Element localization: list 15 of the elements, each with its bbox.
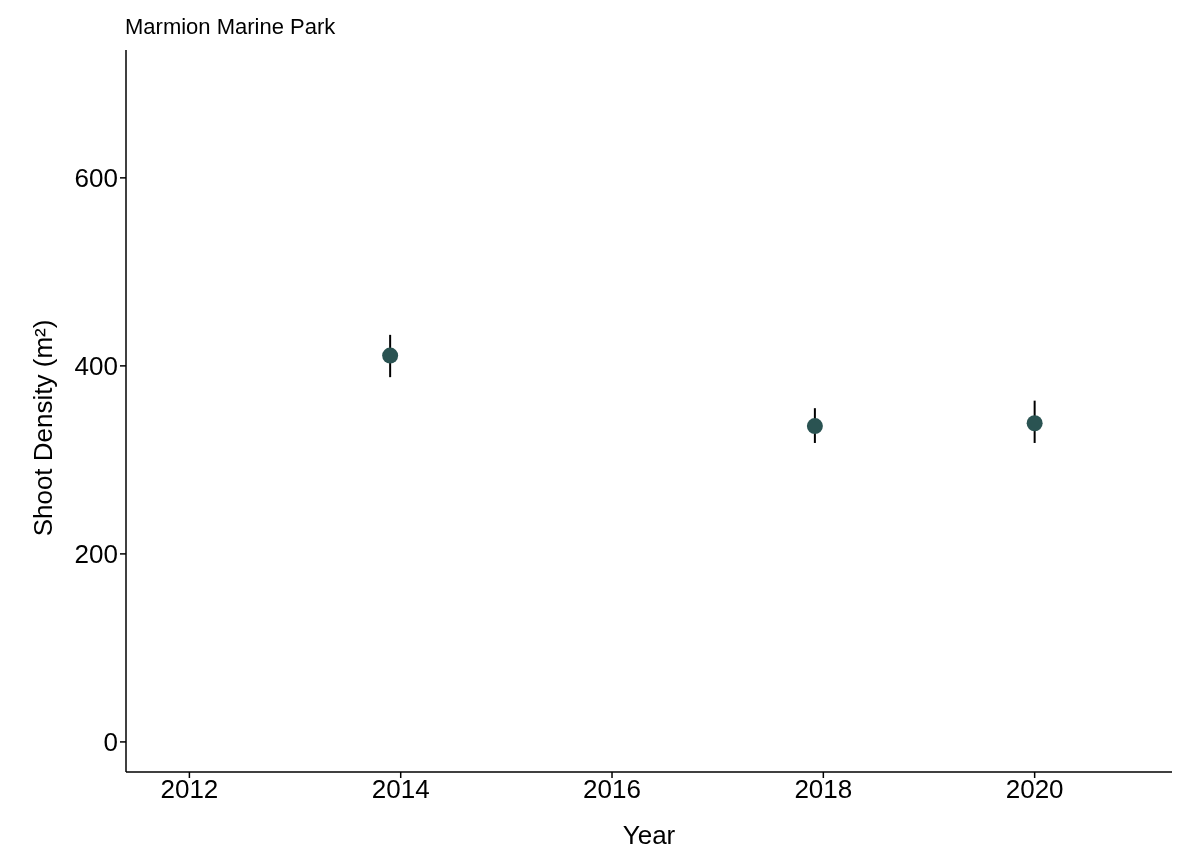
point: [382, 347, 399, 364]
point: [806, 418, 823, 435]
x-tick-label: 2020: [1005, 774, 1064, 805]
x-tick-label: 2012: [160, 774, 219, 805]
y-tick-label: 600: [74, 163, 118, 194]
x-tick-label: 2016: [583, 774, 641, 805]
y-tick-label: 200: [74, 539, 118, 570]
y-tick-label: 0: [103, 727, 118, 758]
chart-title: Marmion Marine Park: [125, 14, 336, 40]
y-tick-label: 400: [74, 351, 118, 382]
x-tick-label: 2018: [794, 774, 853, 805]
y-axis-title: Shoot Density (m²): [28, 319, 58, 537]
point: [1026, 415, 1043, 432]
x-axis-title: Year: [622, 820, 676, 850]
x-tick-label: 2014: [371, 774, 430, 805]
